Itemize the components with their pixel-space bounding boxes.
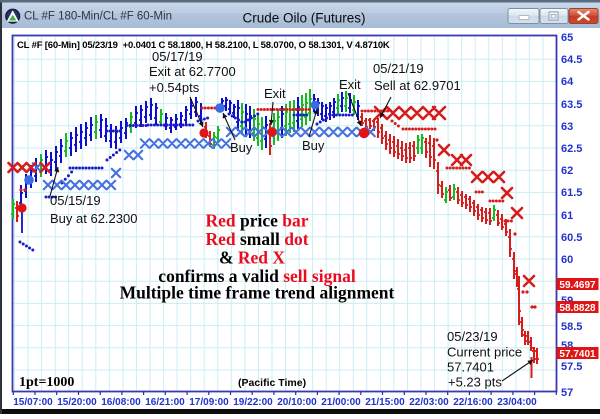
svg-text:57.7401: 57.7401 [559, 349, 596, 360]
svg-text:23/04:00: 23/04:00 [497, 397, 537, 408]
svg-text:& Red X: & Red X [219, 248, 285, 268]
svg-text:15/07:00: 15/07:00 [13, 397, 53, 408]
svg-text:05/15/19: 05/15/19 [50, 193, 101, 208]
svg-text:Multiple time frame trend alig: Multiple time frame trend alignment [120, 283, 395, 303]
svg-text:Buy: Buy [302, 138, 325, 153]
svg-text:CL #F [60-Min] 05/23/19 +0.04: CL #F [60-Min] 05/23/19 +0.0401 C 58.180… [17, 40, 390, 51]
svg-text:59.4697: 59.4697 [559, 280, 596, 291]
svg-text:63.5: 63.5 [561, 99, 582, 111]
svg-text:Exit: Exit [339, 77, 361, 92]
svg-text:Current price: Current price [447, 345, 522, 360]
svg-text:58.5: 58.5 [561, 321, 582, 333]
svg-text:Buy at 62.2300: Buy at 62.2300 [50, 211, 137, 226]
svg-text:CL #F 180-Min/CL #F 60-Min: CL #F 180-Min/CL #F 60-Min [24, 11, 172, 23]
svg-text:57.5: 57.5 [561, 361, 582, 373]
svg-text:confirms a valid sell signal: confirms a valid sell signal [158, 266, 356, 286]
svg-text:60: 60 [561, 254, 573, 266]
svg-text:62.5: 62.5 [561, 143, 582, 155]
svg-text:64.5: 64.5 [561, 54, 582, 66]
svg-text:21/00:00: 21/00:00 [321, 397, 361, 408]
svg-text:+0.54pts: +0.54pts [149, 80, 200, 95]
svg-text:Exit: Exit [264, 86, 286, 101]
svg-text:Buy: Buy [230, 140, 253, 155]
svg-text:16/21:00: 16/21:00 [145, 397, 185, 408]
svg-text:64: 64 [561, 76, 574, 88]
svg-text:Sell at 62.9701: Sell at 62.9701 [374, 78, 461, 93]
svg-text:05/23/19: 05/23/19 [447, 329, 498, 344]
svg-text:Crude Oilo (Futures): Crude Oilo (Futures) [242, 10, 365, 25]
svg-text:19/22:00: 19/22:00 [233, 397, 273, 408]
svg-text:05/17/19: 05/17/19 [152, 49, 203, 64]
svg-text:62: 62 [561, 165, 573, 177]
svg-text:22/03:00: 22/03:00 [409, 397, 449, 408]
svg-text:22/16:00: 22/16:00 [453, 397, 493, 408]
svg-text:21/15:00: 21/15:00 [365, 397, 405, 408]
svg-text:65: 65 [561, 32, 573, 44]
svg-text:Exit at 62.7700: Exit at 62.7700 [149, 64, 236, 79]
svg-text:Red price bar: Red price bar [205, 211, 308, 231]
svg-text:60.5: 60.5 [561, 232, 582, 244]
svg-text:58.8828: 58.8828 [559, 303, 596, 314]
svg-text:(Pacific Time): (Pacific Time) [238, 377, 306, 389]
svg-text:63: 63 [561, 121, 573, 133]
svg-text:57: 57 [561, 387, 573, 399]
svg-text:1pt=1000: 1pt=1000 [19, 375, 74, 390]
svg-text:61: 61 [561, 210, 573, 222]
svg-text:15/20:00: 15/20:00 [57, 397, 97, 408]
svg-text:Red small dot: Red small dot [205, 229, 308, 249]
svg-text:17/09:00: 17/09:00 [189, 397, 229, 408]
svg-text:61.5: 61.5 [561, 187, 582, 199]
svg-text:16/08:00: 16/08:00 [101, 397, 141, 408]
svg-text:05/21/19: 05/21/19 [373, 61, 424, 76]
svg-text:57.7401: 57.7401 [447, 360, 494, 375]
svg-text:+5.23 pts: +5.23 pts [448, 375, 502, 390]
svg-text:20/10:00: 20/10:00 [277, 397, 317, 408]
